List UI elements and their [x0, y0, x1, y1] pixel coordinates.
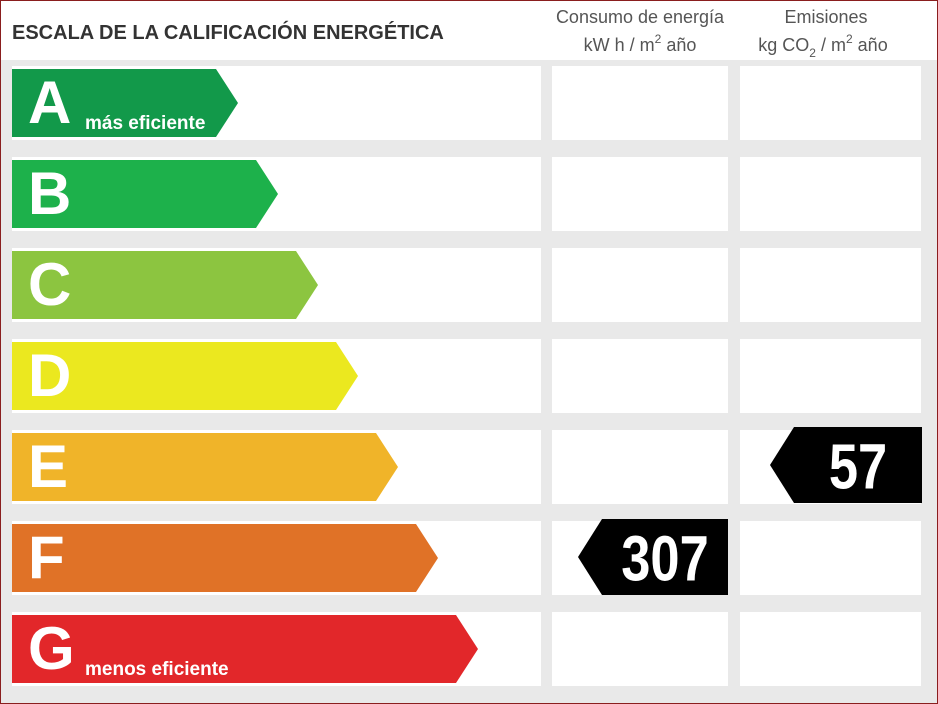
value-marker — [578, 519, 728, 595]
emissions-cell — [740, 339, 921, 413]
emissions-cell — [740, 66, 921, 140]
unit-sub: 2 — [809, 46, 816, 60]
rating-letter: B — [28, 160, 71, 227]
rating-arrow — [12, 251, 318, 319]
rating-arrow — [12, 160, 278, 228]
rating-arrow — [12, 524, 438, 592]
consumption-cell — [552, 157, 728, 231]
column-title: Consumo de energía — [556, 7, 725, 27]
rating-letter: F — [28, 524, 65, 591]
rating-letter: C — [28, 251, 71, 318]
column-unit: kg CO2 / m2 año — [758, 32, 887, 60]
consumption-cell — [552, 430, 728, 504]
value-marker — [770, 427, 922, 503]
rating-arrow — [12, 342, 358, 410]
emissions-cell — [740, 612, 921, 686]
header-background — [0, 0, 938, 60]
rating-letter: E — [28, 433, 68, 500]
consumption-cell — [552, 66, 728, 140]
rating-letter: G — [28, 615, 75, 682]
unit-part: / m — [816, 35, 846, 55]
unit-sup: 2 — [846, 32, 853, 46]
unit-part: kg CO — [758, 35, 809, 55]
emissions-cell — [740, 248, 921, 322]
consumption-cell — [552, 339, 728, 413]
column-title: Emisiones — [784, 7, 867, 27]
rating-letter: D — [28, 342, 71, 409]
value-label: 307 — [621, 523, 709, 594]
unit-part: kW h / m — [584, 35, 655, 55]
column-unit: kW h / m2 año — [584, 32, 697, 55]
unit-part: año — [661, 35, 696, 55]
consumption-cell — [552, 248, 728, 322]
emissions-cell — [740, 157, 921, 231]
value-label: 57 — [829, 431, 887, 502]
rating-arrow — [12, 433, 398, 501]
title: ESCALA DE LA CALIFICACIÓN ENERGÉTICA — [12, 20, 444, 44]
rating-note: menos eficiente — [85, 659, 229, 680]
emissions-cell — [740, 521, 921, 595]
rating-arrow — [12, 615, 478, 683]
rating-letter: A — [28, 69, 71, 136]
unit-part: año — [853, 35, 888, 55]
consumption-cell — [552, 612, 728, 686]
rating-arrow — [12, 69, 238, 137]
rating-note: más eficiente — [85, 113, 205, 134]
unit-sup: 2 — [655, 32, 662, 46]
